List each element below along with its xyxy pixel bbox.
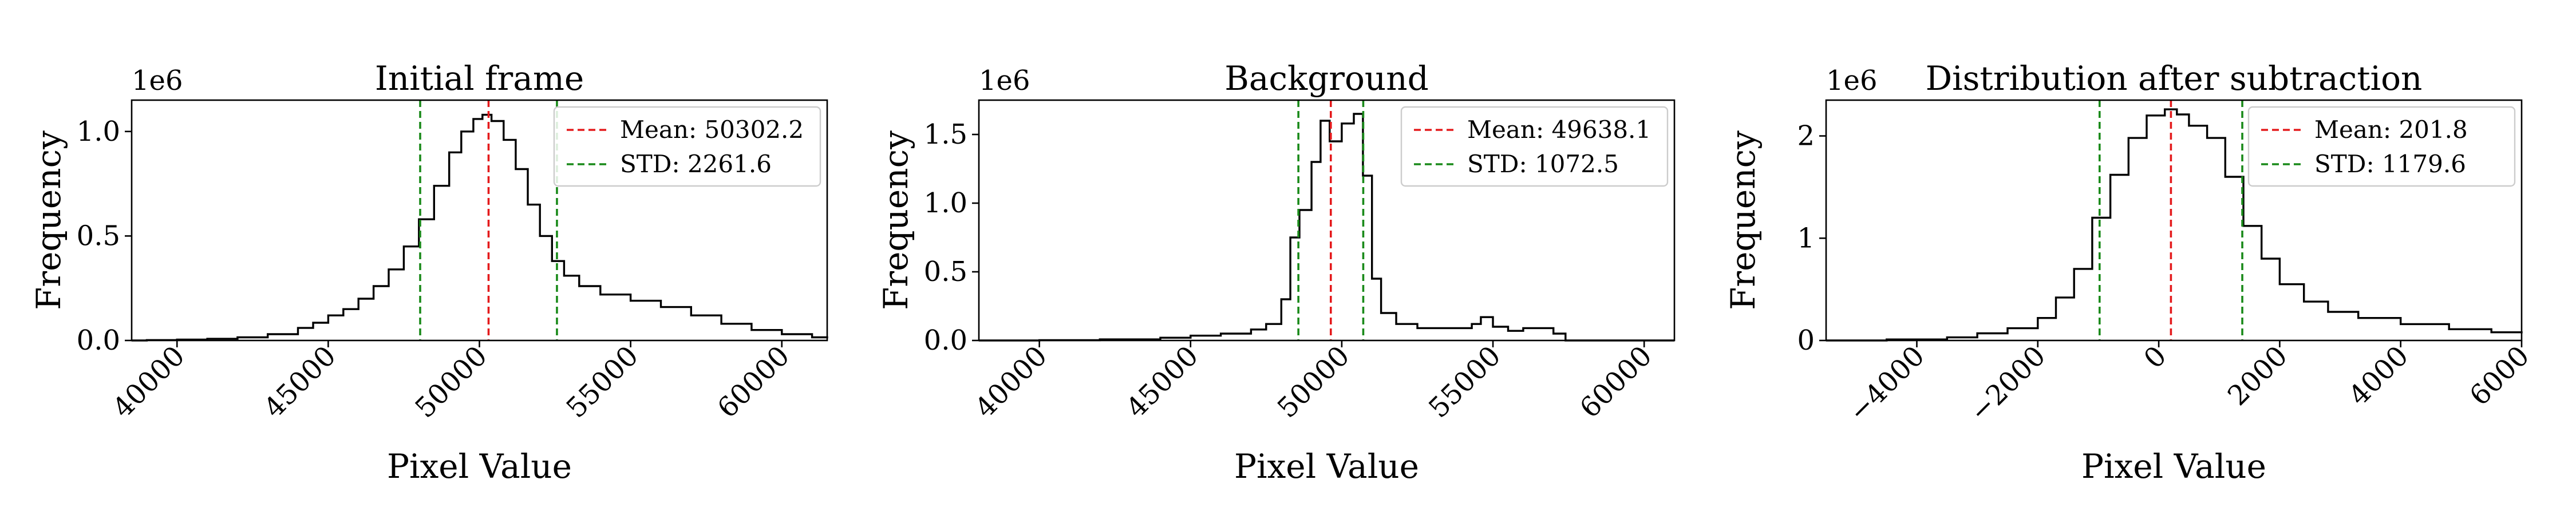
legend: Mean: 201.8 STD: 1179.6 (2247, 106, 2516, 187)
y-tick-label: 0.0 (77, 324, 120, 356)
legend-box (553, 106, 821, 187)
y-tick-label: 0.0 (924, 324, 967, 356)
y-tick-label: 2 (1797, 120, 1815, 152)
legend: Mean: 49638.1 STD: 1072.5 (1400, 106, 1669, 187)
legend-entry-label: Mean: 49638.1 (1467, 116, 1651, 144)
histogram-outline (1826, 108, 2523, 342)
y-tick-label: 1 (1797, 222, 1815, 254)
y-tick-label: 0.5 (77, 220, 120, 252)
legend-entry-label: STD: 1179.6 (2314, 150, 2466, 178)
y-offset-text: 1e6 (132, 65, 183, 97)
y-tick-label: 0.5 (924, 256, 967, 288)
panel-title: Initial frame (375, 59, 584, 98)
x-axis-label: Pixel Value (387, 447, 572, 486)
histogram-outline (979, 113, 1674, 342)
y-tick-label: 1.0 (924, 187, 967, 219)
y-tick-label: 1.0 (77, 116, 120, 148)
axes-frame (978, 99, 1676, 342)
legend-entry-label: STD: 1072.5 (1467, 150, 1619, 178)
y-tick-label: 0 (1797, 324, 1815, 356)
axes-frame (1825, 99, 2523, 342)
y-axis-label: Frequency (876, 130, 915, 310)
histogram-outline (132, 113, 828, 342)
y-offset-text: 1e6 (979, 65, 1030, 97)
legend-entry-label: Mean: 50302.2 (620, 116, 804, 144)
panel-title: Distribution after subtraction (1926, 59, 2423, 98)
x-axis-label: Pixel Value (2081, 447, 2266, 486)
y-axis-label: Frequency (1724, 130, 1763, 310)
panel-title: Background (1224, 59, 1428, 98)
y-tick-label: 1.5 (924, 118, 967, 150)
y-offset-text: 1e6 (1826, 65, 1877, 97)
legend-box (1400, 106, 1669, 187)
legend-box (2247, 106, 2516, 187)
legend-entry-label: STD: 2261.6 (620, 150, 772, 178)
y-axis-label: Frequency (29, 130, 68, 310)
legend-entry-label: Mean: 201.8 (2314, 116, 2468, 144)
x-axis-label: Pixel Value (1234, 447, 1419, 486)
legend: Mean: 50302.2 STD: 2261.6 (553, 106, 821, 187)
